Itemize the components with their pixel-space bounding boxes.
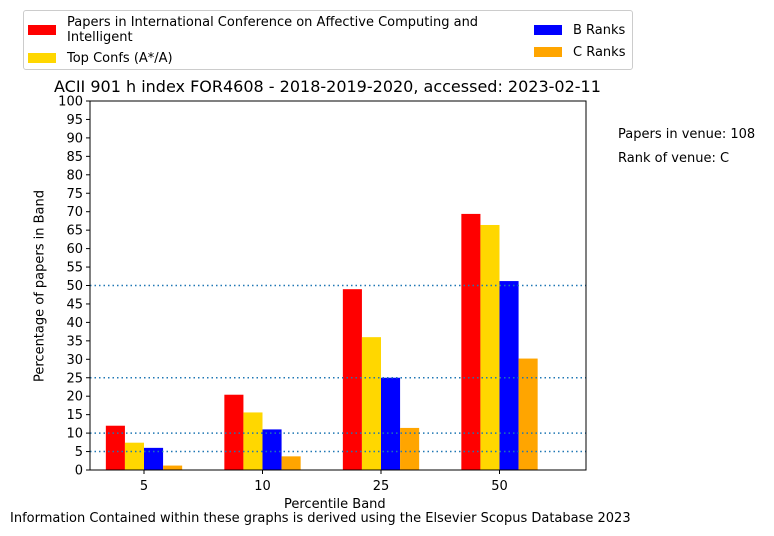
x-axis: 5 10 25 50 bbox=[140, 470, 508, 494]
bar-1-50 bbox=[461, 213, 481, 470]
legend-label-c-ranks: C Ranks bbox=[573, 45, 626, 60]
y-tick-label-15: 15 bbox=[66, 408, 83, 423]
legend-swatch-top-confs bbox=[28, 53, 56, 63]
y-tick-label-10: 10 bbox=[66, 427, 83, 442]
bar-1-5 bbox=[105, 425, 125, 470]
bar-2-25 bbox=[361, 337, 381, 470]
legend-label-venue-line1: Papers in International Conference on Af… bbox=[67, 15, 479, 30]
y-axis-label: Percentage of papers in Band bbox=[32, 189, 48, 383]
y-tick-label-70: 70 bbox=[66, 205, 83, 220]
y-tick-label-95: 95 bbox=[66, 113, 83, 128]
y-tick-label-50: 50 bbox=[66, 279, 83, 294]
y-tick-label-85: 85 bbox=[66, 150, 83, 165]
legend-label-b-ranks: B Ranks bbox=[573, 23, 626, 38]
bar-4-10 bbox=[281, 456, 301, 470]
y-tick-label-30: 30 bbox=[66, 353, 83, 368]
y-tick-label-90: 90 bbox=[66, 131, 83, 146]
y-tick-label-55: 55 bbox=[66, 261, 83, 276]
y-axis: 0 5 10 15 20 25 30 35 40 45 50 55 60 65 70 75 80 85 90 95 10… bbox=[58, 95, 90, 479]
x-tick-label-50: 50 bbox=[491, 479, 508, 494]
y-tick-label-40: 40 bbox=[66, 316, 83, 331]
bar-4-25 bbox=[400, 427, 420, 470]
chart-title: ACII 901 h index FOR4608 - 2018-2019-202… bbox=[54, 77, 601, 96]
bar-4-5 bbox=[163, 465, 183, 470]
y-tick-label-45: 45 bbox=[66, 297, 83, 312]
reference-lines-layer bbox=[90, 284, 586, 453]
y-tick-label-35: 35 bbox=[66, 334, 83, 349]
x-tick-label-5: 5 bbox=[140, 479, 148, 494]
legend: Papers in International Conference on Af… bbox=[23, 10, 633, 70]
legend-label-top-confs: Top Confs (A*/A) bbox=[67, 51, 173, 66]
y-tick-label-80: 80 bbox=[66, 168, 83, 183]
bar-3-25 bbox=[381, 377, 401, 470]
y-tick-label-65: 65 bbox=[66, 224, 83, 239]
x-tick-label-10: 10 bbox=[254, 479, 271, 494]
bar-3-50 bbox=[499, 281, 519, 470]
y-tick-label-75: 75 bbox=[66, 187, 83, 202]
bars-layer bbox=[105, 213, 538, 470]
papers-in-venue-note: Papers in venue: 108 bbox=[618, 127, 756, 142]
bar-3-5 bbox=[144, 447, 164, 470]
bar-4-50 bbox=[518, 358, 538, 470]
legend-label-venue-line2: Intelligent bbox=[67, 30, 133, 45]
y-tick-label-20: 20 bbox=[66, 390, 83, 405]
y-tick-label-0: 0 bbox=[75, 464, 83, 479]
x-axis-label: Percentile Band bbox=[284, 497, 386, 512]
x-tick-label-25: 25 bbox=[373, 479, 390, 494]
bar-2-10 bbox=[243, 412, 263, 470]
y-tick-label-25: 25 bbox=[66, 371, 83, 386]
bar-2-50 bbox=[480, 224, 500, 470]
legend-swatch-venue bbox=[28, 25, 56, 35]
legend-swatch-b-ranks bbox=[534, 25, 562, 35]
bar-2-5 bbox=[124, 442, 144, 470]
legend-swatch-c-ranks bbox=[534, 47, 562, 57]
footer-source-note: Information Contained within these graph… bbox=[10, 511, 631, 526]
y-tick-label-60: 60 bbox=[66, 242, 83, 257]
bar-1-25 bbox=[342, 289, 362, 470]
y-tick-label-100: 100 bbox=[58, 95, 83, 110]
y-tick-label-5: 5 bbox=[75, 445, 83, 460]
bar-1-10 bbox=[224, 394, 244, 470]
bar-3-10 bbox=[262, 429, 282, 470]
rank-of-venue-note: Rank of venue: C bbox=[618, 151, 730, 166]
